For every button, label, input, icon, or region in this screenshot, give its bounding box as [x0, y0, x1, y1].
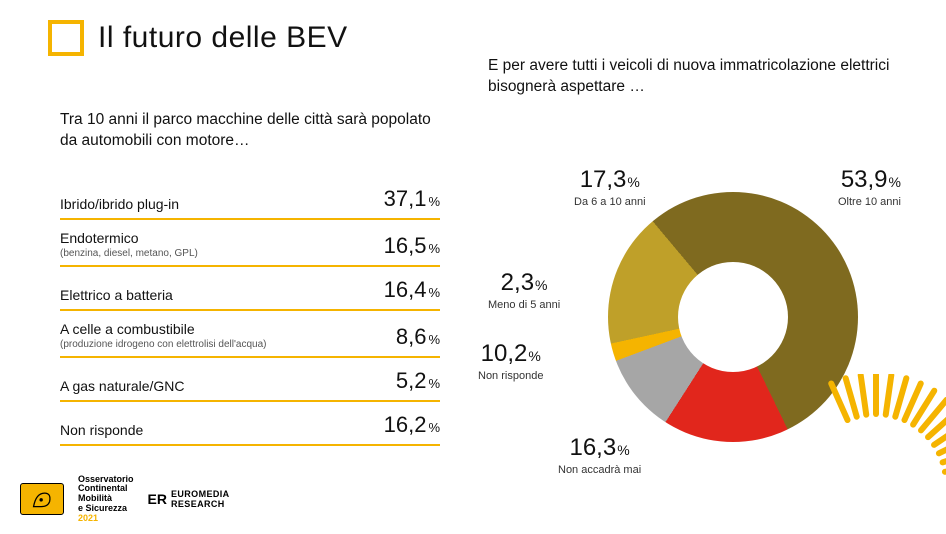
row-label: Elettrico a batteria [60, 287, 173, 303]
row-value: 5,2% [396, 368, 440, 394]
row-label: Ibrido/ibrido plug-in [60, 196, 179, 212]
left-intro-text: Tra 10 anni il parco macchine delle citt… [60, 110, 440, 152]
table-row: Ibrido/ibrido plug-in 37,1% [60, 176, 440, 220]
osserv-l4: e Sicurezza [78, 503, 127, 513]
euromedia-l1: EUROMEDIA [171, 489, 230, 499]
callout-label: Da 6 a 10 anni [574, 196, 646, 208]
title-block: Il futuro delle BEV [48, 20, 348, 56]
title-accent-box [48, 20, 84, 56]
osservatorio-text: Osservatorio Continental Mobilità e Sicu… [78, 475, 134, 524]
donut-callout: 10,2% Non risponde [478, 340, 543, 382]
callout-value: 2,3% [501, 269, 548, 297]
row-value: 16,2% [384, 412, 440, 438]
table-row: A gas naturale/GNC 5,2% [60, 358, 440, 402]
callout-label: Non risponde [478, 370, 543, 382]
row-value: 8,6% [396, 324, 440, 350]
table-row: Elettrico a batteria 16,4% [60, 267, 440, 311]
osserv-l2: Continental [78, 483, 128, 493]
slide: { "title": "Il futuro delle BEV", "accen… [0, 0, 946, 534]
continental-logo-icon [20, 483, 64, 515]
donut-hole [678, 262, 788, 372]
row-sublabel: (benzina, diesel, metano, GPL) [60, 248, 198, 259]
footer: Osservatorio Continental Mobilità e Sicu… [20, 475, 230, 524]
row-value: 16,4% [384, 277, 440, 303]
right-intro-text: E per avere tutti i veicoli di nuova imm… [488, 56, 918, 98]
row-label: Non risponde [60, 422, 143, 438]
decorative-rays-icon [766, 374, 946, 534]
callout-value: 16,3% [569, 434, 629, 462]
row-label: Endotermico(benzina, diesel, metano, GPL… [60, 230, 198, 259]
donut-callout: 2,3% Meno di 5 anni [488, 269, 560, 311]
row-label: A celle a combustibile(produzione idroge… [60, 321, 266, 350]
euromedia-l2: RESEARCH [171, 499, 230, 509]
page-title: Il futuro delle BEV [98, 21, 348, 55]
table-row: A celle a combustibile(produzione idroge… [60, 311, 440, 358]
table-row: Non risponde 16,2% [60, 402, 440, 446]
callout-value: 17,3% [580, 166, 640, 194]
callout-label: Meno di 5 anni [488, 299, 560, 311]
row-value: 16,5% [384, 233, 440, 259]
callout-value: 10,2% [481, 340, 541, 368]
row-label: A gas naturale/GNC [60, 378, 185, 394]
callout-label: Oltre 10 anni [838, 196, 901, 208]
row-value: 37,1% [384, 186, 440, 212]
left-column: Tra 10 anni il parco macchine delle citt… [60, 110, 440, 446]
callout-value: 53,9% [841, 166, 901, 194]
donut-callout: 53,9% Oltre 10 anni [838, 166, 901, 208]
osserv-l1: Osservatorio [78, 474, 134, 484]
donut-callout: 16,3% Non accadrà mai [558, 434, 641, 476]
table-row: Endotermico(benzina, diesel, metano, GPL… [60, 220, 440, 267]
osserv-l3: Mobilità [78, 493, 112, 503]
donut-callout: 17,3% Da 6 a 10 anni [574, 166, 646, 208]
osserv-year: 2021 [78, 513, 98, 523]
callout-label: Non accadrà mai [558, 464, 641, 476]
euromedia-logo: ER EUROMEDIA RESEARCH [148, 489, 230, 509]
engine-type-table: Ibrido/ibrido plug-in 37,1% Endotermico(be… [60, 176, 440, 446]
row-sublabel: (produzione idrogeno con elettrolisi del… [60, 339, 266, 350]
euromedia-mark: ER [148, 491, 167, 507]
